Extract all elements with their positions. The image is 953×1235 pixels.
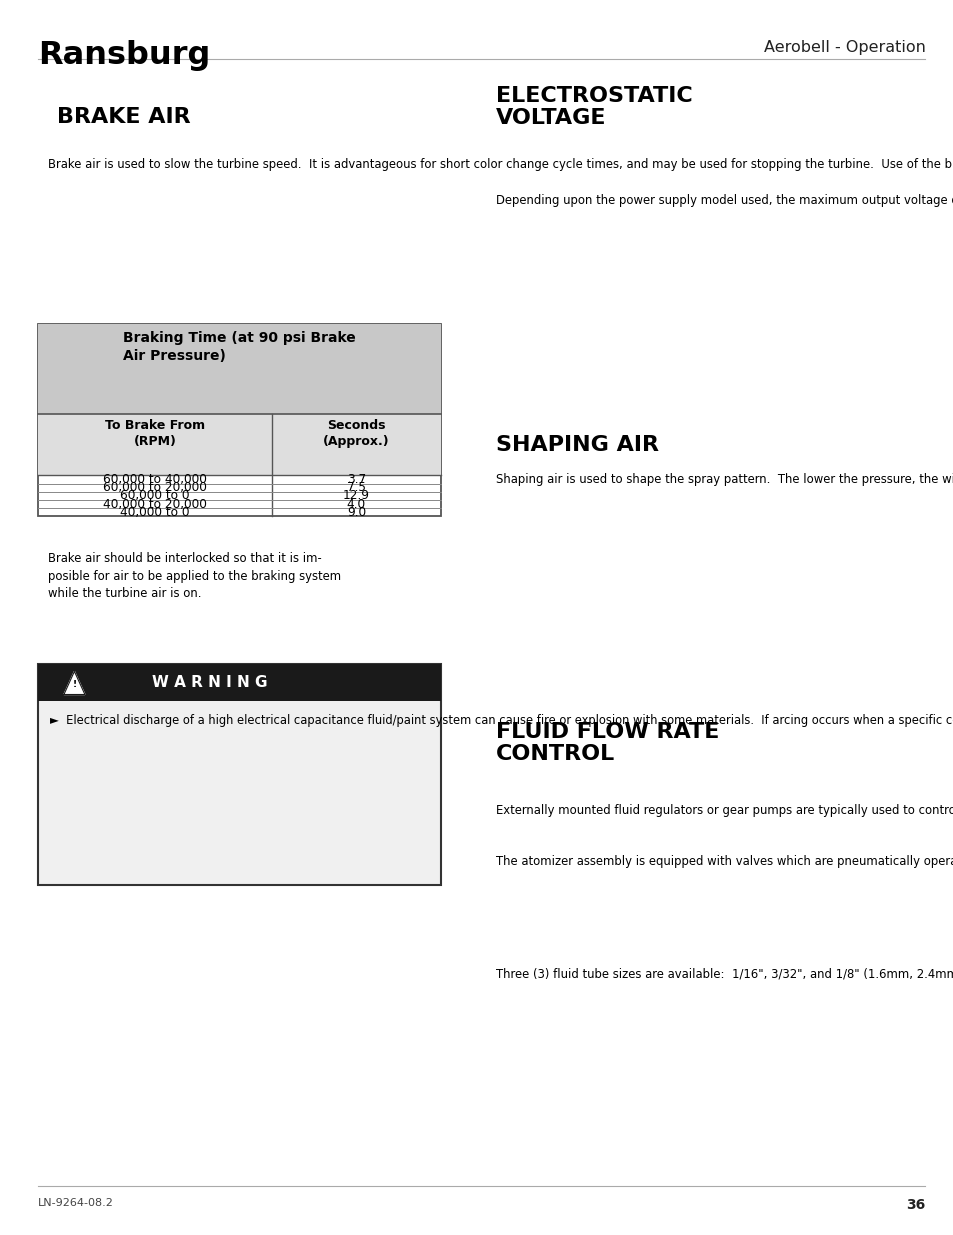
- Text: The atomizer assembly is equipped with valves which are pneumatically operated t: The atomizer assembly is equipped with v…: [496, 855, 953, 868]
- Text: !: !: [72, 679, 76, 689]
- Text: Seconds
(Approx.): Seconds (Approx.): [323, 419, 389, 448]
- Polygon shape: [64, 672, 85, 694]
- Text: 60,000 to 0: 60,000 to 0: [120, 489, 190, 503]
- Text: Brake air should be interlocked so that it is im-
posible for air to be applied : Brake air should be interlocked so that …: [48, 552, 340, 600]
- Bar: [272, 414, 440, 475]
- Text: W A R N I N G: W A R N I N G: [152, 676, 268, 690]
- Text: 36: 36: [905, 1198, 924, 1212]
- Text: 3.7: 3.7: [346, 473, 366, 487]
- Text: 9.0: 9.0: [346, 505, 366, 519]
- Text: 60,000 to 40,000: 60,000 to 40,000: [103, 473, 207, 487]
- Bar: [38, 414, 272, 475]
- Text: Braking Time (at 90 psi Brake
Air Pressure): Braking Time (at 90 psi Brake Air Pressu…: [123, 331, 355, 363]
- Text: Brake air is used to slow the turbine speed.  It is advantageous for short color: Brake air is used to slow the turbine sp…: [48, 158, 953, 172]
- Text: Ransburg: Ransburg: [38, 40, 211, 70]
- Text: SHAPING AIR: SHAPING AIR: [496, 435, 659, 454]
- Text: 7.5: 7.5: [347, 482, 365, 494]
- Text: BRAKE AIR: BRAKE AIR: [57, 107, 191, 127]
- Text: Aerobell - Operation: Aerobell - Operation: [762, 40, 924, 54]
- Text: 12.9: 12.9: [342, 489, 370, 503]
- Text: Three (3) fluid tube sizes are available:  1/16", 3/32", and 1/8" (1.6mm, 2.4mm,: Three (3) fluid tube sizes are available…: [496, 967, 953, 981]
- Text: ►  Electrical discharge of a high electrical capacitance fluid/paint system can : ► Electrical discharge of a high electri…: [50, 714, 953, 727]
- Text: 40,000 to 20,000: 40,000 to 20,000: [103, 498, 207, 510]
- Text: Depending upon the power supply model used, the maximum output voltage of the po: Depending upon the power supply model us…: [496, 194, 953, 207]
- Bar: [38, 324, 440, 414]
- Text: To Brake From
(RPM): To Brake From (RPM): [105, 419, 205, 448]
- Text: 4.0: 4.0: [346, 498, 366, 510]
- Bar: [38, 664, 440, 885]
- Bar: [38, 324, 440, 516]
- Text: FLUID FLOW RATE
CONTROL: FLUID FLOW RATE CONTROL: [496, 722, 719, 764]
- Text: Shaping air is used to shape the spray pattern.  The lower the pressure, the wid: Shaping air is used to shape the spray p…: [496, 473, 953, 487]
- Text: LN-9264-08.2: LN-9264-08.2: [38, 1198, 114, 1208]
- Text: 60,000 to 20,000: 60,000 to 20,000: [103, 482, 207, 494]
- Text: 40,000 to 0: 40,000 to 0: [120, 505, 190, 519]
- Text: Externally mounted fluid regulators or gear pumps are typically used to control : Externally mounted fluid regulators or g…: [496, 804, 953, 818]
- Text: ELECTROSTATIC
VOLTAGE: ELECTROSTATIC VOLTAGE: [496, 86, 692, 128]
- Bar: [38, 664, 440, 701]
